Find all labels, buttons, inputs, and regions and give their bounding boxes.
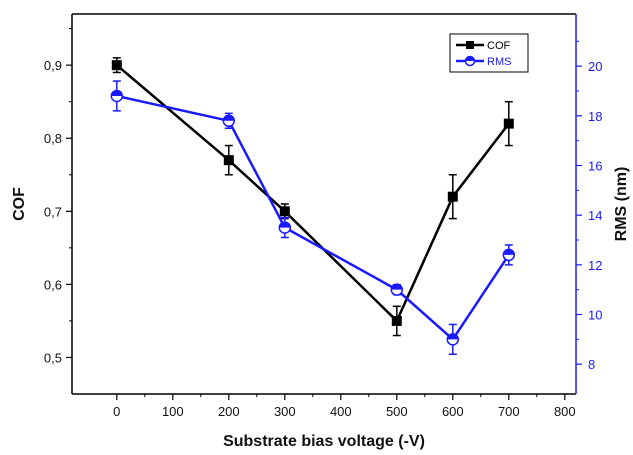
series-rms xyxy=(111,81,514,354)
y-tick-label: 0,6 xyxy=(44,277,62,292)
x-tick-label: 500 xyxy=(386,404,408,419)
x-tick-label: 700 xyxy=(498,404,520,419)
data-point xyxy=(391,284,402,295)
data-point xyxy=(503,249,514,260)
legend-label: RMS xyxy=(487,56,511,68)
legend: COF RMS xyxy=(450,34,528,72)
x-tick-label: 100 xyxy=(162,404,184,419)
y2-tick-label: 8 xyxy=(588,357,595,372)
x-tick-label: 300 xyxy=(274,404,296,419)
legend-marker xyxy=(466,41,474,49)
y2-tick-label: 14 xyxy=(588,208,602,223)
y-tick-label: 0,7 xyxy=(44,204,62,219)
data-point xyxy=(112,60,122,70)
x-tick-label: 200 xyxy=(218,404,240,419)
y-axis-title: COF xyxy=(11,187,28,221)
x-tick-label: 400 xyxy=(330,404,352,419)
y2-tick-label: 12 xyxy=(588,258,602,273)
series-line xyxy=(117,96,509,339)
y2-tick-label: 18 xyxy=(588,109,602,124)
data-point xyxy=(504,119,514,129)
y-tick-label: 0,9 xyxy=(44,58,62,73)
data-point xyxy=(448,192,458,202)
legend-label: COF xyxy=(487,40,511,52)
y2-axis-title: RMS (nm) xyxy=(613,167,630,242)
data-point xyxy=(223,115,234,126)
y-tick-label: 0,5 xyxy=(44,350,62,365)
data-point xyxy=(279,222,290,233)
y2-tick-label: 16 xyxy=(588,159,602,174)
y-tick-label: 0,8 xyxy=(44,131,62,146)
x-tick-label: 800 xyxy=(554,404,576,419)
x-axis-title: Substrate bias voltage (-V) xyxy=(223,433,425,450)
y2-tick-label: 20 xyxy=(588,59,602,74)
data-point xyxy=(224,155,234,165)
data-point xyxy=(447,334,458,345)
data-point xyxy=(280,206,290,216)
y2-tick-label: 10 xyxy=(588,308,602,323)
x-tick-label: 600 xyxy=(442,404,464,419)
x-tick-label: 0 xyxy=(113,404,120,419)
series-cof xyxy=(112,58,514,336)
axis-labels: Substrate bias voltage (-V) COF RMS (nm) xyxy=(11,167,630,450)
series-layer xyxy=(111,58,514,354)
data-point xyxy=(392,316,402,326)
data-point xyxy=(111,90,122,101)
